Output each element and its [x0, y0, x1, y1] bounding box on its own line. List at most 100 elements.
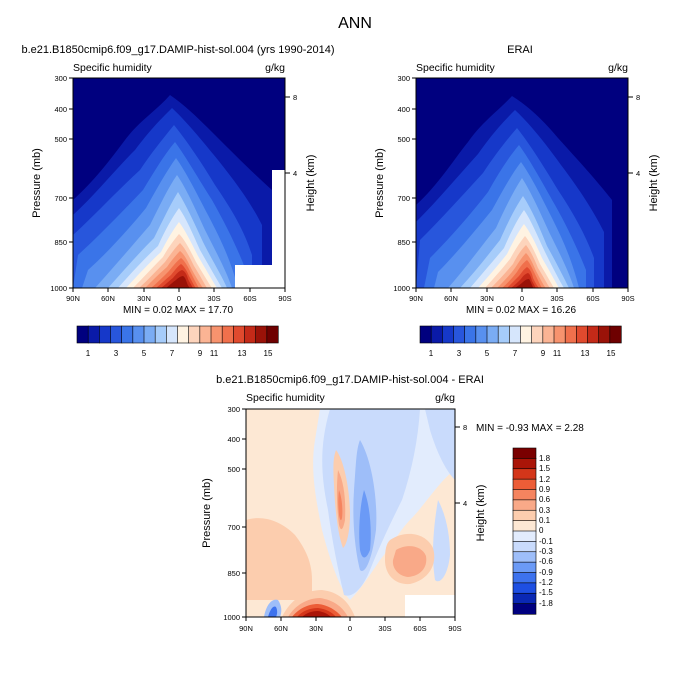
colorbar-swatch [512, 572, 537, 584]
panel-diff-xtick-90n: 90N [239, 624, 253, 633]
panel-erai-cbar-label-7: 7 [513, 349, 518, 358]
panel-erai-units-label: g/kg [608, 62, 628, 74]
panel-model-ytick-850: 850 [54, 238, 67, 247]
panel-model-xtick-0: 0 [177, 294, 181, 303]
colorbar-swatch [255, 325, 268, 344]
panel-diff-y-axis: 300 400 500 700 850 1000 [223, 405, 246, 622]
colorbar-swatch [143, 325, 156, 344]
colorbar-swatch [509, 325, 522, 344]
panel-erai-xtick-30s: 30S [550, 294, 563, 303]
panel-diff-xtick-30n: 30N [309, 624, 323, 633]
panel-erai-y2tick-8: 8 [636, 93, 640, 102]
panel-diff-ytick-400: 400 [227, 435, 240, 444]
colorbar-swatch [210, 325, 223, 344]
panel-erai: ERAI Specific humidity g/kg 300 400 [374, 44, 660, 358]
colorbar-swatch [188, 325, 201, 344]
panel-model-xtick-30n: 30N [137, 294, 151, 303]
panel-model-x-axis: 90N 60N 30N 0 30S 60S 90S [66, 288, 292, 303]
panel-diff-cbar-label-0: 0 [539, 526, 544, 535]
panel-model-ylabel: Pressure (mb) [31, 148, 43, 218]
panel-diff-cbar-label-1.2: 1.2 [539, 475, 551, 484]
colorbar-swatch [430, 325, 443, 344]
panel-diff-ylabel: Pressure (mb) [201, 478, 213, 548]
panel-erai-colorbar: 1 3 5 7 9 11 13 15 [419, 325, 622, 358]
panel-diff-cbar-label-0.1: 0.1 [539, 516, 551, 525]
panel-diff-ytick-850: 850 [227, 569, 240, 578]
panel-model-title: b.e21.B1850cmip6.f09_g17.DAMIP-hist-sol.… [21, 44, 334, 56]
colorbar-swatch [609, 325, 622, 344]
panel-erai-contour-plot [415, 77, 629, 289]
panel-diff-variable-label: Specific humidity [246, 392, 326, 404]
panel-model-y-axis: 300 400 500 700 850 1000 [50, 74, 73, 293]
colorbar-swatch [486, 325, 499, 344]
panel-erai-title: ERAI [507, 44, 533, 56]
panel-model-y2tick-8: 8 [293, 93, 297, 102]
panel-erai-cbar-label-11: 11 [553, 349, 562, 358]
colorbar-swatch [512, 499, 537, 511]
panel-diff-cbar-label-1.8: 1.8 [539, 454, 551, 463]
colorbar-swatch [512, 458, 537, 470]
panel-model-ytick-300: 300 [54, 74, 67, 83]
colorbar-swatch [110, 325, 123, 344]
colorbar-swatch [154, 325, 167, 344]
panel-diff-xtick-0: 0 [348, 624, 352, 633]
panel-diff-cbar-label-neg1.5: -1.5 [539, 588, 553, 597]
colorbar-swatch [512, 561, 537, 574]
panel-diff-xtick-60n: 60N [274, 624, 288, 633]
panel-erai-cbar-label-15: 15 [607, 349, 616, 358]
colorbar-swatch [132, 325, 145, 344]
panel-diff-cbar-label-0.6: 0.6 [539, 495, 551, 504]
panel-erai-xtick-90n: 90N [409, 294, 423, 303]
colorbar-swatch [87, 325, 100, 344]
panel-diff-units-label: g/kg [435, 392, 455, 404]
panel-erai-cbar-label-1: 1 [429, 349, 434, 358]
panel-model-cbar-label-13: 13 [238, 349, 247, 358]
colorbar-swatch [76, 325, 89, 344]
colorbar-swatch [598, 325, 611, 344]
panel-erai-minmax: MIN = 0.02 MAX = 16.26 [466, 305, 576, 316]
colorbar-swatch [520, 325, 533, 344]
panel-diff-ytick-1000: 1000 [223, 613, 240, 622]
panel-model-colorbar: 1 3 5 7 9 11 13 15 [76, 325, 279, 358]
panel-erai-ytick-500: 500 [397, 135, 410, 144]
colorbar-swatch [512, 603, 537, 615]
panel-erai-x-axis: 90N 60N 30N 0 30S 60S 90S [409, 288, 635, 303]
panel-model: b.e21.B1850cmip6.f09_g17.DAMIP-hist-sol.… [21, 44, 334, 358]
colorbar-swatch [244, 325, 257, 344]
panel-erai-y2-axis: 8 4 [628, 93, 640, 178]
panel-diff-ytick-300: 300 [227, 405, 240, 414]
panel-diff-y2-axis: 8 4 [455, 423, 467, 508]
panel-erai-ytick-300: 300 [397, 74, 410, 83]
colorbar-swatch [576, 325, 589, 344]
panel-erai-xtick-60s: 60S [586, 294, 599, 303]
panel-model-contour-plot [72, 77, 286, 289]
panel-erai-cbar-label-13: 13 [581, 349, 590, 358]
panel-diff-cbar-label-neg1.2: -1.2 [539, 578, 553, 587]
colorbar-swatch [512, 468, 537, 480]
colorbar-swatch [177, 325, 190, 344]
panel-model-cbar-label-15: 15 [264, 349, 273, 358]
panel-model-xtick-60s: 60S [243, 294, 256, 303]
panel-diff-cbar-label-neg0.3: -0.3 [539, 547, 553, 556]
panel-model-cbar-label-11: 11 [210, 349, 219, 358]
colorbar-swatch [512, 551, 537, 563]
colorbar-swatch [564, 325, 577, 344]
panel-diff-cbar-label-neg1.8: -1.8 [539, 599, 553, 608]
panel-erai-cbar-label-5: 5 [485, 349, 490, 358]
panel-diff-ytick-700: 700 [227, 523, 240, 532]
panel-erai-variable-label: Specific humidity [416, 62, 496, 74]
colorbar-swatch [121, 325, 134, 344]
panel-model-ytick-400: 400 [54, 105, 67, 114]
colorbar-swatch [266, 325, 279, 344]
colorbar-swatch [453, 325, 466, 344]
colorbar-swatch [221, 325, 234, 344]
colorbar-swatch [553, 325, 566, 344]
panel-erai-ytick-1000: 1000 [393, 284, 410, 293]
panel-diff-y2tick-4: 4 [463, 499, 467, 508]
panel-diff-x-axis: 90N 60N 30N 0 30S 60S 90S [239, 617, 462, 633]
colorbar-swatch [512, 541, 537, 553]
panel-diff-xtick-90s: 90S [448, 624, 461, 633]
panel-erai-y2label: Height (km) [648, 155, 660, 212]
panel-model-ytick-500: 500 [54, 135, 67, 144]
